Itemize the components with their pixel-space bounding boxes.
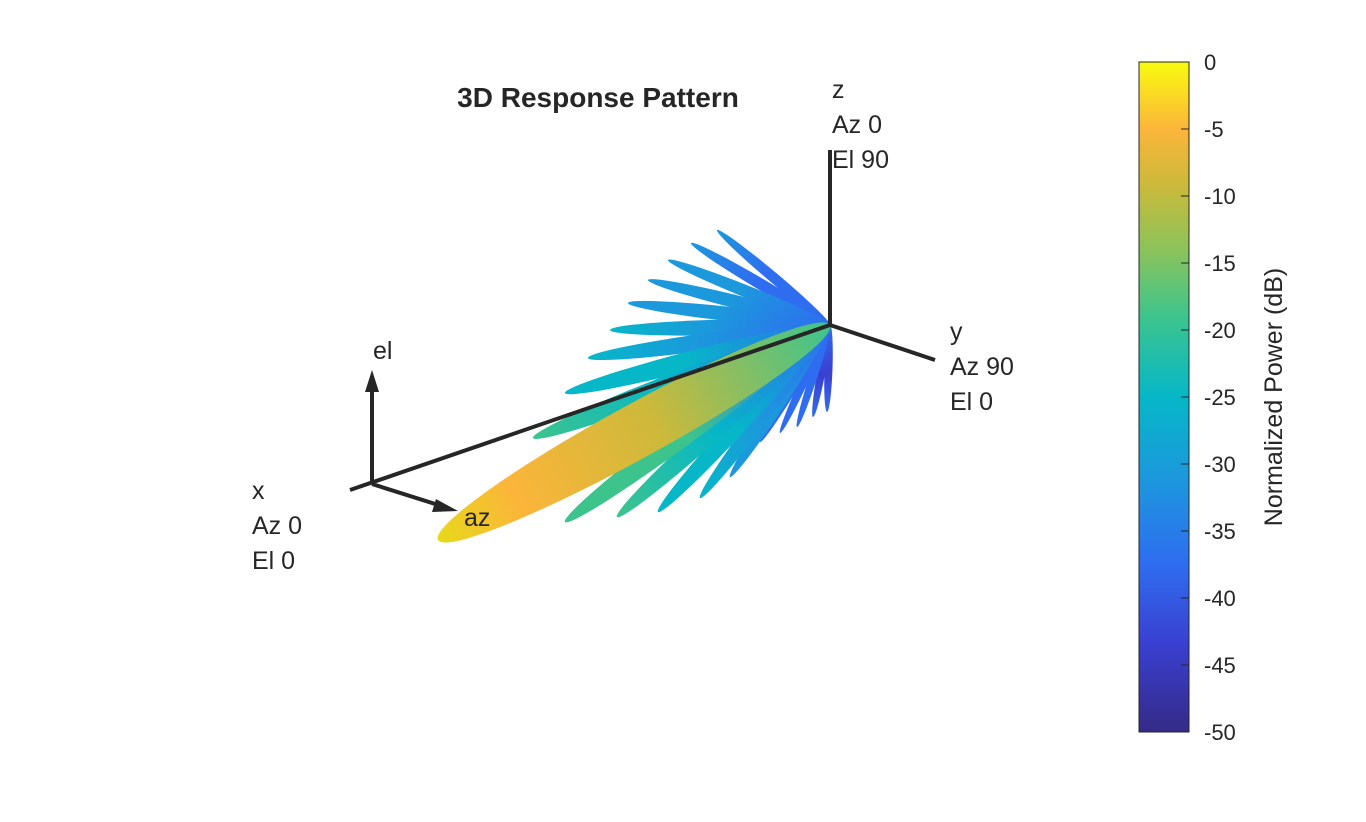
- side-lobe: [812, 324, 831, 418]
- side-lobe: [587, 322, 831, 361]
- z-label-az: Az 0: [832, 111, 882, 139]
- az-label: az: [464, 504, 490, 532]
- colorbar-tick-label: -30: [1204, 452, 1236, 477]
- colorbar-tick-label: -20: [1204, 318, 1236, 343]
- side-lobe: [667, 259, 831, 326]
- pattern-lobes: [437, 229, 833, 543]
- z-axis-label: z Az 0 El 90: [832, 76, 889, 174]
- side-lobe: [716, 229, 831, 326]
- colorbar-tick-label: -45: [1204, 653, 1236, 678]
- side-lobe: [690, 242, 831, 326]
- el-label: el: [373, 337, 392, 365]
- az-arrowhead-icon: [432, 499, 458, 512]
- colorbar-tick-label: -25: [1204, 385, 1236, 410]
- y-axis-label: y Az 90 El 0: [950, 318, 1014, 416]
- y-label-az: Az 90: [950, 353, 1014, 381]
- colorbar-label: Normalized Power (dB): [1260, 268, 1288, 526]
- colorbar-tick-label: -15: [1204, 251, 1236, 276]
- colorbar-tick-label: -50: [1204, 720, 1236, 745]
- chart-title: 3D Response Pattern: [457, 82, 739, 113]
- main-lobe: [437, 322, 831, 543]
- y-label-el: El 0: [950, 388, 993, 416]
- x-label-el: El 0: [252, 547, 295, 575]
- el-arrowhead-icon: [365, 370, 379, 392]
- x-axis-line: [349, 323, 831, 492]
- x-label-az: Az 0: [252, 512, 302, 540]
- y-axis-line: [829, 323, 936, 362]
- x-label-name: x: [252, 477, 265, 505]
- colorbar-gradient: [1138, 61, 1190, 733]
- z-label-name: z: [832, 76, 845, 104]
- colorbar-tick-label: -5: [1204, 117, 1224, 142]
- colorbar-tick-label: 0: [1204, 50, 1216, 75]
- x-axis-label: x Az 0 El 0: [252, 477, 302, 575]
- colorbar-tick-label: -10: [1204, 184, 1236, 209]
- z-label-el: El 90: [832, 146, 889, 174]
- colorbar: 0 -5 -10 -15 -20 -25 -30 -35 -40 -45 -50 Normalize…: [1138, 50, 1288, 745]
- y-label-name: y: [950, 318, 963, 346]
- colorbar-tick-label: -40: [1204, 586, 1236, 611]
- colorbar-tick-label: -35: [1204, 519, 1236, 544]
